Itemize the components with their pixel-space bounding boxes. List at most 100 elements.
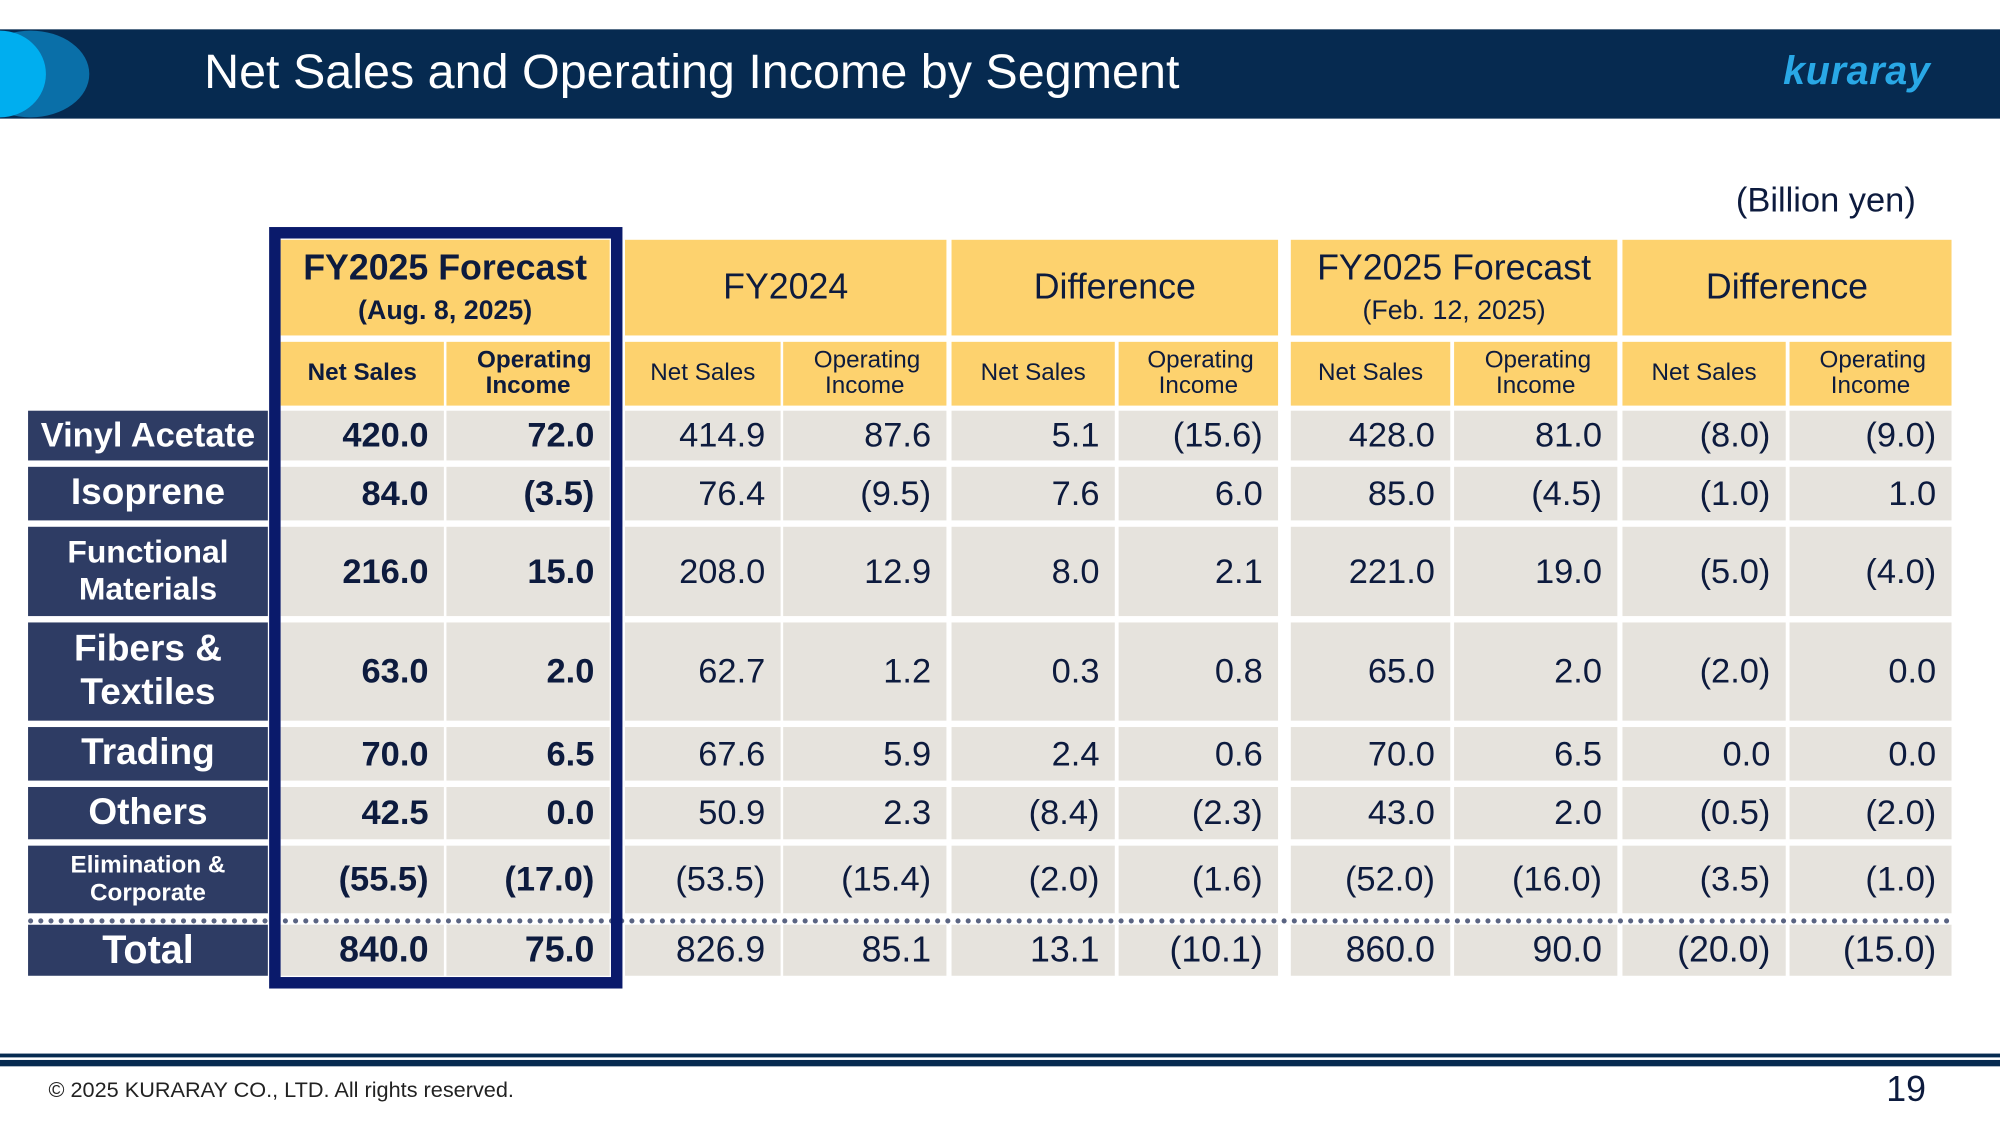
footer-line <box>0 1059 2000 1067</box>
table-cell: 0.0 <box>1622 727 1786 781</box>
table-cell: 2.0 <box>446 622 610 721</box>
footer-line <box>0 1053 2000 1058</box>
column-header: Net Sales <box>1290 341 1451 406</box>
row-label-text: Functional Materials <box>67 534 229 608</box>
table-cell: 85.0 <box>1290 466 1451 521</box>
column-header: Net Sales <box>280 341 444 406</box>
table-cell: (15.4) <box>783 845 947 914</box>
table-cell: (4.0) <box>1789 526 1952 617</box>
table-cell: 2.0 <box>1454 786 1618 840</box>
table-cell: (5.0) <box>1622 526 1786 617</box>
table-cell: (2.0) <box>1789 786 1952 840</box>
column-header-label: Net Sales <box>650 359 756 387</box>
column-header: Operating Income <box>1789 341 1952 406</box>
table-cell: 70.0 <box>1290 727 1451 781</box>
table-cell: 0.0 <box>1789 622 1952 721</box>
unit-label: (Billion yen) <box>1735 181 1916 220</box>
table-cell: (1.0) <box>1622 466 1786 521</box>
row-label: Isoprene <box>28 466 268 521</box>
table-cell: (55.5) <box>280 845 444 914</box>
table-cell: 6.5 <box>446 727 610 781</box>
column-header-label: Net Sales <box>307 359 417 387</box>
table-cell: 7.6 <box>951 466 1115 521</box>
group-header: FY2025 Forecast (Feb. 12, 2025) <box>1290 239 1618 336</box>
table-cell: (0.5) <box>1622 786 1786 840</box>
table-cell: 43.0 <box>1290 786 1451 840</box>
row-label: Functional Materials <box>28 526 268 617</box>
table-cell: 13.1 <box>951 924 1115 976</box>
table-cell: 840.0 <box>280 924 444 976</box>
table-cell: (10.1) <box>1118 924 1279 976</box>
table-cell: (3.5) <box>1622 845 1786 914</box>
table-cell: 81.0 <box>1454 410 1618 461</box>
column-header: Operating Income <box>1118 341 1279 406</box>
column-header-label: Net Sales <box>1318 359 1424 387</box>
column-header: Operating Income <box>783 341 947 406</box>
group-title: FY2024 <box>723 266 849 307</box>
table-cell: (3.5) <box>446 466 610 521</box>
page-number: 19 <box>1886 1068 1927 1109</box>
table-cell: 90.0 <box>1454 924 1618 976</box>
table-cell: (15.6) <box>1118 410 1279 461</box>
table-cell: (1.0) <box>1789 845 1952 914</box>
row-label: Elimination & Corporate <box>28 845 268 914</box>
table-cell: 2.4 <box>951 727 1115 781</box>
row-label: Total <box>28 924 268 976</box>
group-header: Difference <box>951 239 1279 336</box>
table-cell: 414.9 <box>624 410 781 461</box>
table-cell: 84.0 <box>280 466 444 521</box>
row-label: Trading <box>28 727 268 781</box>
table-cell: 63.0 <box>280 622 444 721</box>
highlight-box <box>269 227 623 989</box>
table-cell: 72.0 <box>446 410 610 461</box>
table-cell: (2.3) <box>1118 786 1279 840</box>
table-cell: 5.9 <box>783 727 947 781</box>
table-cell: (9.5) <box>783 466 947 521</box>
table-cell: 6.5 <box>1454 727 1618 781</box>
group-title: FY2025 Forecast <box>303 247 588 288</box>
table-cell: 8.0 <box>951 526 1115 617</box>
kuraray-logo: kuraray <box>1783 48 1931 94</box>
page-title: Net Sales and Operating Income by Segmen… <box>204 45 1180 100</box>
table-cell: (53.5) <box>624 845 781 914</box>
group-subtitle: (Feb. 12, 2025) <box>1362 295 1546 326</box>
table-cell: 0.3 <box>951 622 1115 721</box>
row-label-text: Trading <box>81 732 215 774</box>
table-cell: (8.0) <box>1622 410 1786 461</box>
column-header: Net Sales <box>624 341 781 406</box>
table-cell: 65.0 <box>1290 622 1451 721</box>
table-cell: (16.0) <box>1454 845 1618 914</box>
table-cell: (20.0) <box>1622 924 1786 976</box>
row-label-text: Vinyl Acetate <box>40 415 256 455</box>
row-label: Vinyl Acetate <box>28 410 268 461</box>
table-cell: 85.1 <box>783 924 947 976</box>
column-header-label: Operating Income <box>1147 347 1254 400</box>
row-label-text: Elimination & Corporate <box>70 851 226 907</box>
table-cell: 62.7 <box>624 622 781 721</box>
table-cell: 0.0 <box>1789 727 1952 781</box>
column-header: Net Sales <box>1622 341 1786 406</box>
table-cell: 42.5 <box>280 786 444 840</box>
table-cell: 2.0 <box>1454 622 1618 721</box>
title-band <box>0 29 2000 119</box>
table-cell: 860.0 <box>1290 924 1451 976</box>
row-label-text: Fibers & Textiles <box>73 629 222 713</box>
copyright: © 2025 KURARAY CO., LTD. All rights rese… <box>48 1077 514 1103</box>
group-header: FY2025 Forecast (Aug. 8, 2025) <box>280 239 610 336</box>
group-subtitle: (Aug. 8, 2025) <box>358 295 533 326</box>
total-divider <box>28 918 1952 924</box>
table-cell: (15.0) <box>1789 924 1952 976</box>
row-label-text: Others <box>88 791 208 833</box>
table-cell: 2.3 <box>783 786 947 840</box>
table-cell: 216.0 <box>280 526 444 617</box>
table-cell: 67.6 <box>624 727 781 781</box>
column-header-label: Operating Income <box>1484 347 1592 400</box>
table-cell: 19.0 <box>1454 526 1618 617</box>
table-cell: 0.8 <box>1118 622 1279 721</box>
table-cell: 0.6 <box>1118 727 1279 781</box>
table-cell: (9.0) <box>1789 410 1952 461</box>
row-label: Others <box>28 786 268 840</box>
column-header-label: Operating Income <box>1819 347 1926 400</box>
table-cell: 208.0 <box>624 526 781 617</box>
